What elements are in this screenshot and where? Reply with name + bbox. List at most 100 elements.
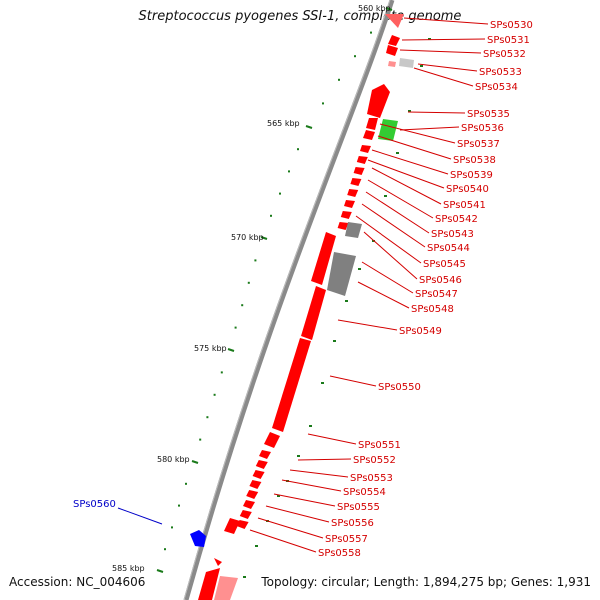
gene-sps0535[interactable] — [367, 84, 390, 118]
leader-line — [367, 179, 434, 219]
ruler-minor-tick — [164, 548, 166, 551]
gene-sps0558[interactable] — [224, 518, 240, 534]
gene-small[interactable] — [353, 167, 365, 175]
ruler-minor-tick — [220, 371, 223, 374]
gene-label-sps0547[interactable]: SPs0547 — [415, 289, 458, 300]
gene-large-light[interactable] — [214, 576, 238, 600]
gene-label-sps0542[interactable]: SPs0542 — [435, 214, 478, 225]
ruler-minor-tick — [354, 55, 356, 58]
gene-label-sps0541[interactable]: SPs0541 — [443, 200, 486, 211]
gene-sps0547[interactable] — [327, 252, 356, 296]
leader-line — [413, 67, 474, 87]
gene-tick — [358, 268, 361, 270]
gene-sps0551[interactable] — [264, 432, 280, 448]
gene-small[interactable] — [356, 156, 368, 164]
leader-line — [355, 215, 422, 264]
gene-sps0538[interactable] — [363, 130, 375, 140]
gene-label-sps0544[interactable]: SPs0544 — [427, 243, 470, 254]
gene-sps0531[interactable] — [388, 35, 400, 46]
gene-small[interactable] — [337, 222, 349, 230]
gene-label-sps0531[interactable]: SPs0531 — [487, 35, 530, 46]
ruler-minor-tick — [338, 78, 340, 81]
gene-label-sps0545[interactable]: SPs0545 — [423, 259, 466, 270]
ruler-label: 580 kbp — [157, 455, 190, 464]
gene-sps0530[interactable] — [385, 14, 404, 28]
gene-small[interactable] — [246, 490, 259, 499]
leader-line — [281, 479, 342, 492]
ruler-label: 585 kbp — [112, 564, 145, 573]
gene-small[interactable] — [259, 450, 271, 459]
leader-line — [329, 375, 377, 387]
gene-sps0549[interactable] — [301, 286, 326, 340]
gene-sps0532[interactable] — [386, 45, 398, 56]
gene-sps0560[interactable] — [190, 530, 206, 547]
gene-features — [198, 14, 414, 600]
gene-label-sps0535[interactable]: SPs0535 — [467, 109, 510, 120]
gene-small[interactable] — [252, 470, 265, 479]
gene-tick — [243, 576, 246, 578]
gene-label-sps0532[interactable]: SPs0532 — [483, 49, 526, 60]
gene-label-sps0536[interactable]: SPs0536 — [461, 123, 504, 134]
leader-line — [379, 123, 456, 144]
leader-line — [417, 63, 478, 72]
leader-line — [249, 529, 317, 553]
gene-label-sps0557[interactable]: SPs0557 — [325, 534, 368, 545]
gene-label-sps0550[interactable]: SPs0550 — [378, 382, 421, 393]
gene-sps0544[interactable] — [345, 222, 362, 238]
label-sps0560[interactable]: SPs0560 — [73, 499, 116, 510]
ruler-minor-tick — [213, 393, 216, 396]
gene-small[interactable] — [350, 178, 362, 186]
gene-label-sps0551[interactable]: SPs0551 — [358, 440, 401, 451]
ruler-minor-tick — [199, 438, 202, 441]
ruler-minor-tick — [171, 526, 173, 529]
gene-label-sps0538[interactable]: SPs0538 — [453, 155, 496, 166]
gene-small[interactable] — [360, 145, 371, 153]
gene-small[interactable] — [236, 520, 249, 529]
ruler-major-tick — [260, 236, 268, 240]
gene-sps0537[interactable] — [366, 118, 378, 130]
gene-label-sps0558[interactable]: SPs0558 — [318, 548, 361, 559]
gene-label-sps0546[interactable]: SPs0546 — [419, 275, 462, 286]
gene-small[interactable] — [214, 558, 222, 566]
gene-small[interactable] — [239, 510, 252, 519]
gene-sps0550[interactable] — [272, 338, 311, 432]
gene-label-sps0534[interactable]: SPs0534 — [475, 82, 518, 93]
gene-label-sps0555[interactable]: SPs0555 — [337, 502, 380, 513]
gene-label-sps0540[interactable]: SPs0540 — [446, 184, 489, 195]
gene-label-sps0543[interactable]: SPs0543 — [431, 229, 474, 240]
gene-label-sps0533[interactable]: SPs0533 — [479, 67, 522, 78]
gene-large[interactable] — [198, 568, 220, 600]
gene-label-sps0554[interactable]: SPs0554 — [343, 487, 386, 498]
ruler-ticks — [156, 7, 431, 578]
gene-small[interactable] — [243, 500, 255, 509]
gene-label-sps0549[interactable]: SPs0549 — [399, 326, 442, 337]
gene-small[interactable] — [340, 211, 352, 219]
gene-small[interactable] — [255, 460, 268, 469]
gene-labels[interactable]: SPs0530 SPs0531 SPs0532 SPs0533 SPs0534 SPs05… — [318, 20, 533, 559]
gene-label-sps0530[interactable]: SPs0530 — [490, 20, 533, 31]
gene-small[interactable] — [347, 189, 359, 197]
gene-sps0536[interactable] — [378, 119, 398, 141]
gene-small[interactable] — [344, 200, 355, 208]
leader-line — [257, 517, 324, 539]
gene-label-sps0539[interactable]: SPs0539 — [450, 170, 493, 181]
gene-label-sps0537[interactable]: SPs0537 — [457, 139, 500, 150]
gene-tick — [420, 65, 423, 67]
ruler-minor-tick — [370, 31, 372, 34]
gene-label-sps0552[interactable]: SPs0552 — [353, 455, 396, 466]
gene-small[interactable] — [249, 480, 262, 489]
ruler-minor-tick — [254, 259, 257, 262]
gene-sps0534[interactable] — [388, 61, 396, 67]
gene-label-sps0553[interactable]: SPs0553 — [350, 473, 393, 484]
gene-label-sps0548[interactable]: SPs0548 — [411, 304, 454, 315]
leader-line — [361, 261, 414, 294]
ruler-major-tick — [227, 348, 235, 352]
gene-sps0546[interactable] — [311, 232, 336, 285]
gene-tick — [428, 38, 431, 40]
gene-sps0533[interactable] — [399, 58, 414, 68]
leader-line — [357, 281, 410, 309]
genome-title: Streptococcus pyogenes SSI-1, complete g… — [138, 9, 462, 24]
gene-label-sps0556[interactable]: SPs0556 — [331, 518, 374, 529]
gene-tick — [309, 425, 312, 427]
leader-sps0560 — [117, 507, 163, 525]
